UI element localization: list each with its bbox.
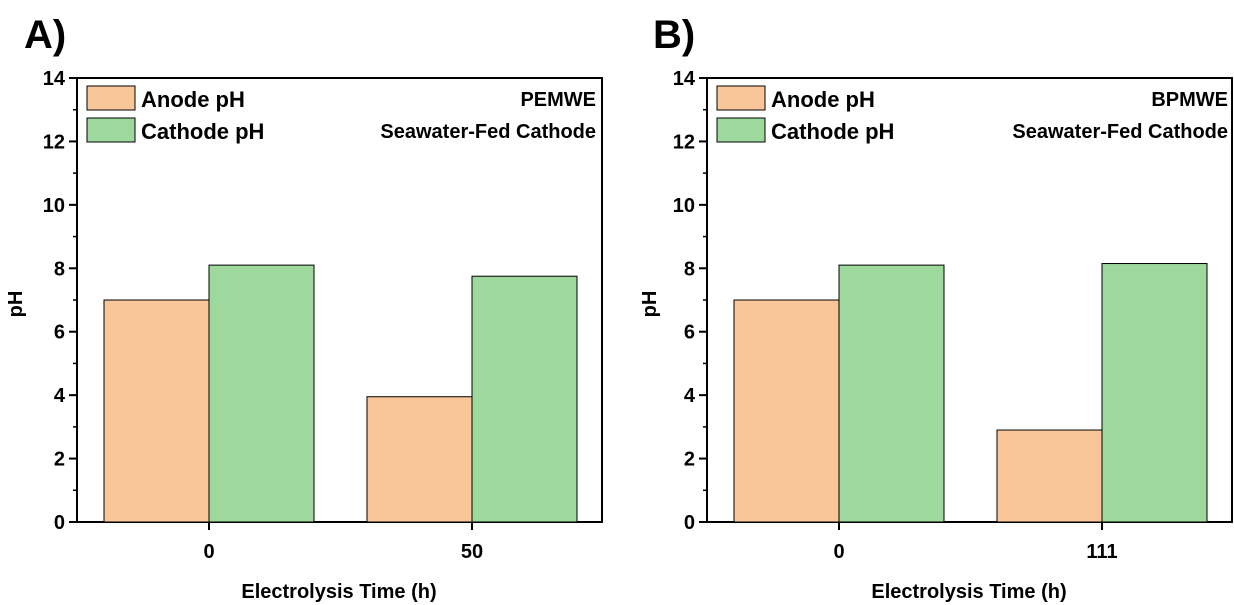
bars-group: [103, 264, 578, 523]
panel-label: B): [653, 13, 695, 57]
annotation-line-2: Seawater-Fed Cathode: [380, 121, 596, 143]
y-tick-label: 0: [684, 512, 695, 534]
y-tick-label: 4: [54, 385, 66, 407]
y-tick-label: 8: [54, 258, 65, 280]
y-tick-label: 12: [43, 131, 65, 153]
y-axis-label: pH: [5, 291, 27, 318]
bar-cathode-111: [1101, 263, 1208, 523]
y-tick-label: 6: [684, 322, 695, 344]
annotation-line-1: BPMWE: [1151, 89, 1228, 111]
y-tick-label: 10: [43, 195, 65, 217]
chart-panel-a: A) 0 2 4 6 8 10 12 14 0 50 pH Electrolysis Time …: [5, 13, 603, 603]
x-axis-label: Electrolysis Time (h): [871, 581, 1066, 603]
x-axis-ticks: 0 50: [203, 522, 483, 563]
legend-label-cathode: Cathode pH: [141, 119, 264, 144]
y-tick-label: 2: [684, 449, 695, 471]
y-tick-label: 2: [54, 449, 65, 471]
bars-group: [733, 263, 1208, 523]
x-tick-label: 50: [461, 541, 483, 563]
bar-anode-0: [103, 299, 210, 523]
bar-cathode-0: [208, 264, 315, 523]
x-axis-label: Electrolysis Time (h): [241, 581, 436, 603]
bar-anode-111: [996, 429, 1103, 523]
x-tick-label: 0: [203, 541, 214, 563]
y-tick-label: 14: [673, 68, 696, 90]
y-axis-ticks: 0 2 4 6 8 10 12 14: [43, 68, 77, 534]
y-axis-label: pH: [639, 291, 661, 318]
y-tick-label: 14: [43, 68, 66, 90]
legend: Anode pH Cathode pH: [86, 85, 264, 144]
y-tick-label: 4: [684, 385, 696, 407]
y-tick-label: 12: [673, 131, 695, 153]
bar-anode-0: [733, 299, 840, 523]
annotation-line-1: PEMWE: [520, 89, 596, 111]
y-tick-label: 6: [54, 322, 65, 344]
bar-cathode-50: [471, 275, 578, 523]
legend-label-anode: Anode pH: [771, 87, 875, 112]
x-tick-label: 0: [833, 541, 844, 563]
bar-anode-50: [366, 396, 473, 523]
y-tick-label: 10: [673, 195, 695, 217]
x-tick-label: 111: [1086, 541, 1117, 563]
panel-label: A): [24, 13, 66, 57]
legend-swatch-cathode: [86, 117, 136, 143]
y-tick-label: 0: [54, 512, 65, 534]
legend: Anode pH Cathode pH: [716, 85, 894, 144]
y-axis-ticks: 0 2 4 6 8 10 12 14: [673, 68, 707, 534]
legend-label-anode: Anode pH: [141, 87, 245, 112]
legend-label-cathode: Cathode pH: [771, 119, 894, 144]
legend-swatch-anode: [86, 85, 136, 111]
legend-swatch-anode: [716, 85, 766, 111]
chart-panel-b: B) 0 2 4 6 8 10 12 14 0 111 pH Electrolysis Time…: [639, 13, 1233, 603]
bar-cathode-0: [838, 264, 945, 523]
annotation-line-2: Seawater-Fed Cathode: [1012, 121, 1228, 143]
y-tick-label: 8: [684, 258, 695, 280]
legend-swatch-cathode: [716, 117, 766, 143]
x-axis-ticks: 0 111: [833, 522, 1118, 563]
